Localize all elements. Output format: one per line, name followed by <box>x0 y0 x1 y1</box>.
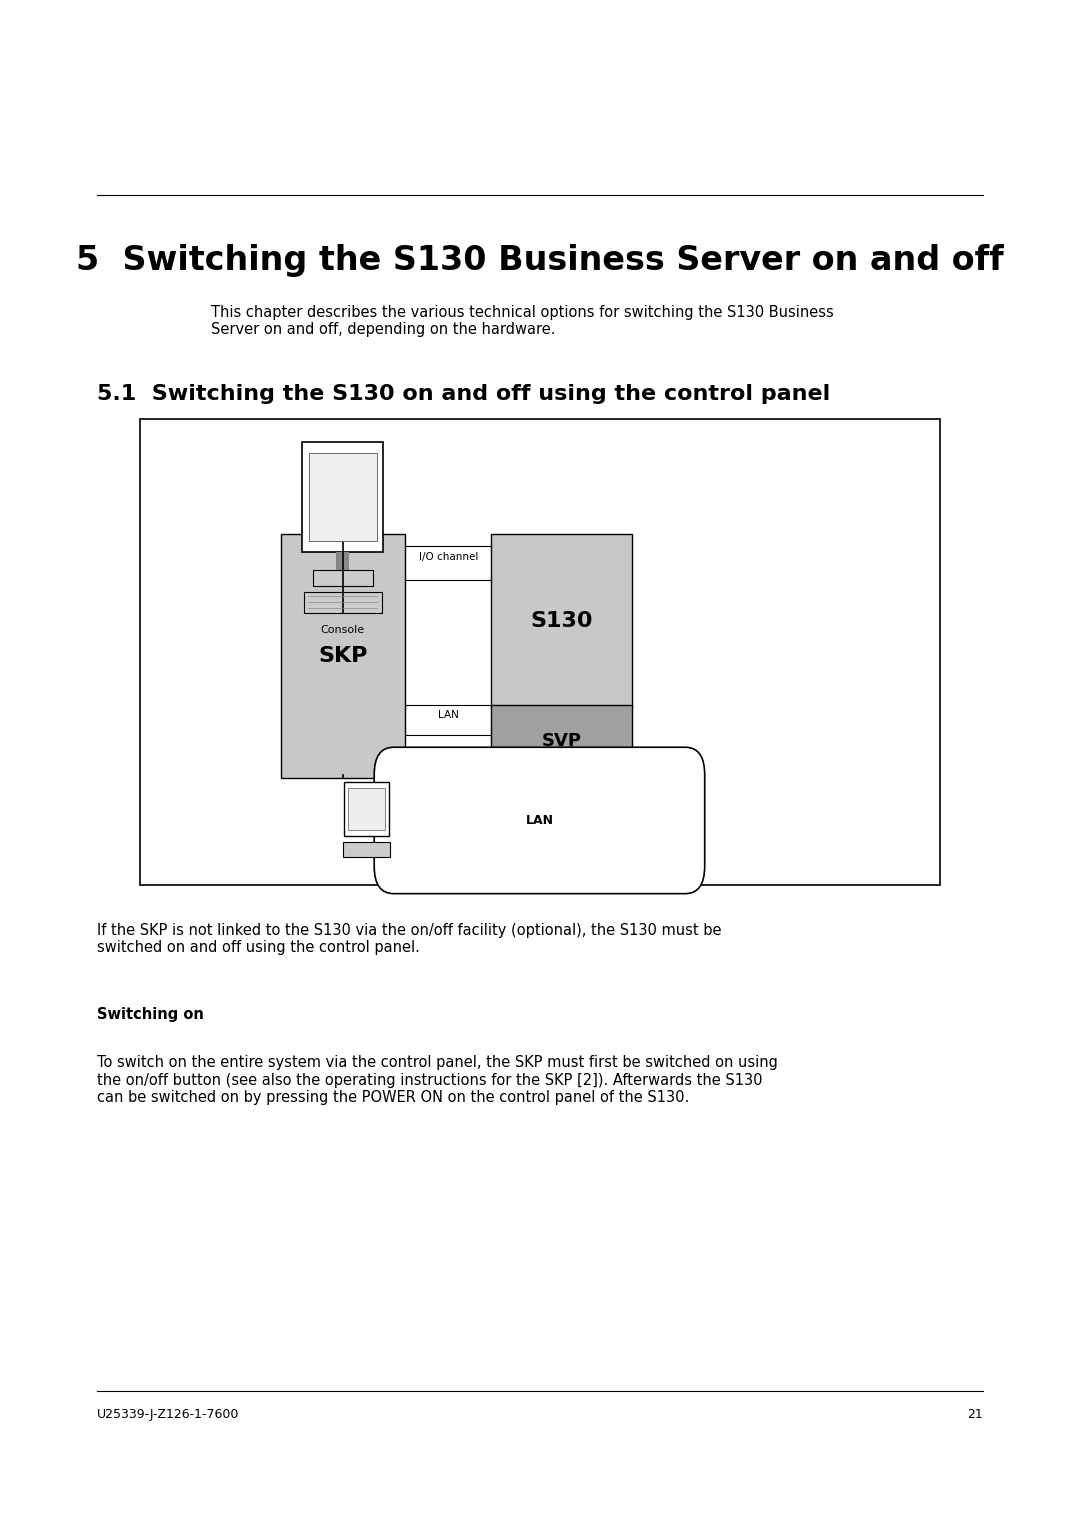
Text: 5.1  Switching the S130 on and off using the control panel: 5.1 Switching the S130 on and off using … <box>97 384 831 404</box>
Bar <box>313 570 373 586</box>
Bar <box>348 788 386 830</box>
Bar <box>343 842 391 857</box>
Bar <box>309 453 377 541</box>
Text: 5  Switching the S130 Business Server on and off: 5 Switching the S130 Business Server on … <box>77 244 1003 278</box>
Text: SKP: SKP <box>319 645 367 666</box>
FancyBboxPatch shape <box>374 747 704 894</box>
Text: If the SKP is not linked to the S130 via the on/off facility (optional), the S13: If the SKP is not linked to the S130 via… <box>97 923 721 955</box>
Text: I/O channel: I/O channel <box>419 552 477 561</box>
Text: LAN: LAN <box>526 814 553 827</box>
Text: LAN: LAN <box>437 711 459 720</box>
Bar <box>491 705 632 778</box>
Bar <box>343 782 389 836</box>
Text: To switch on the entire system via the control panel, the SKP must first be swit: To switch on the entire system via the c… <box>97 1055 778 1106</box>
Text: 21: 21 <box>967 1408 983 1421</box>
Text: SVP: SVP <box>541 732 582 750</box>
Bar <box>305 592 382 613</box>
Bar <box>337 552 350 570</box>
Bar <box>281 534 405 778</box>
Text: Switching on: Switching on <box>97 1006 204 1022</box>
Text: Console: Console <box>321 625 365 636</box>
Text: This chapter describes the various technical options for switching the S130 Busi: This chapter describes the various techn… <box>211 305 834 337</box>
Text: U25339-J-Z126-1-7600: U25339-J-Z126-1-7600 <box>97 1408 240 1421</box>
Bar <box>140 419 940 884</box>
Bar <box>491 534 632 708</box>
Bar <box>302 442 383 552</box>
Text: S130: S130 <box>530 610 593 631</box>
